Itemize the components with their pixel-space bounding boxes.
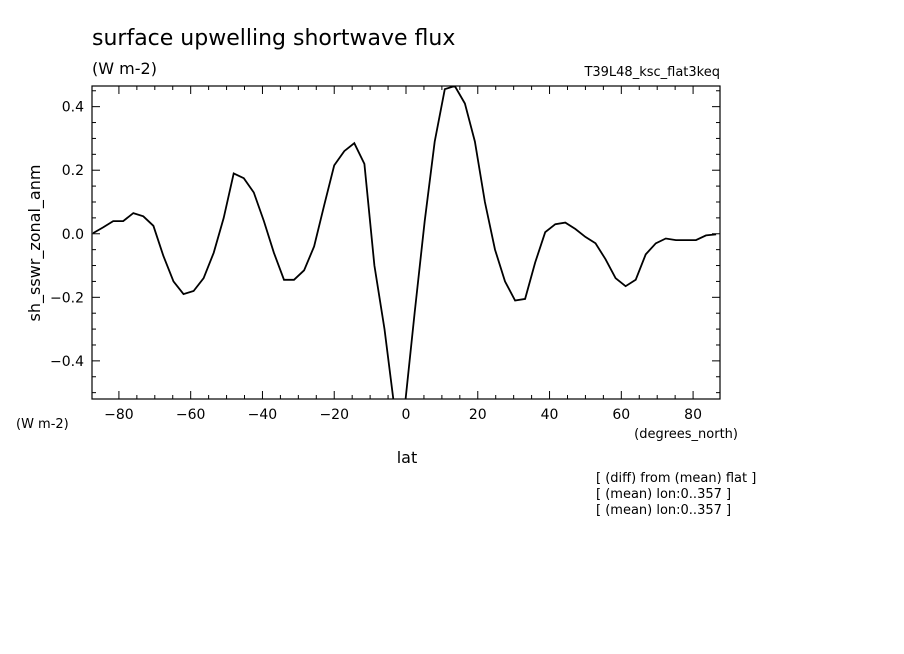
x-axis-units: (degrees_north) bbox=[634, 427, 738, 442]
chart-title: surface upwelling shortwave flux bbox=[92, 26, 455, 51]
y-axis-label: sh_sswr_zonal_anm bbox=[25, 165, 45, 322]
x-axis-tick-labels: −80 −60 −40 −20 0 20 40 60 80 bbox=[104, 407, 702, 423]
x-tick-label: 0 bbox=[402, 407, 411, 423]
footnote-3: [ (mean) lon:0..357 ] bbox=[596, 503, 731, 518]
y-tick-label: 0.0 bbox=[62, 227, 84, 243]
y-axis-units: (W m-2) bbox=[16, 417, 69, 432]
plot-frame bbox=[91, 85, 721, 400]
y-tick-label: −0.2 bbox=[50, 290, 84, 306]
series-line bbox=[92, 86, 717, 399]
x-tick-label: 20 bbox=[469, 407, 487, 423]
x-tick-label: −40 bbox=[248, 407, 278, 423]
y-tick-label: 0.4 bbox=[62, 100, 84, 116]
chart-units: (W m-2) bbox=[92, 59, 157, 78]
footnote-1: [ (diff) from (mean) flat ] bbox=[596, 471, 756, 486]
x-tick-label: −60 bbox=[176, 407, 206, 423]
footnote-2: [ (mean) lon:0..357 ] bbox=[596, 487, 731, 502]
x-tick-label: 40 bbox=[541, 407, 559, 423]
x-axis-ticks bbox=[118, 86, 694, 399]
x-tick-label: 60 bbox=[612, 407, 630, 423]
x-axis-label: lat bbox=[397, 448, 418, 467]
y-tick-label: 0.2 bbox=[62, 163, 84, 179]
y-tick-label: −0.4 bbox=[50, 354, 84, 370]
y-axis-ticks bbox=[92, 90, 720, 394]
run-label: T39L48_ksc_flat3keq bbox=[583, 65, 720, 80]
y-axis-tick-labels: −0.4 −0.2 0.0 0.2 0.4 bbox=[50, 100, 84, 370]
x-tick-label: −20 bbox=[319, 407, 349, 423]
x-tick-label: 80 bbox=[684, 407, 702, 423]
x-tick-label: −80 bbox=[104, 407, 134, 423]
